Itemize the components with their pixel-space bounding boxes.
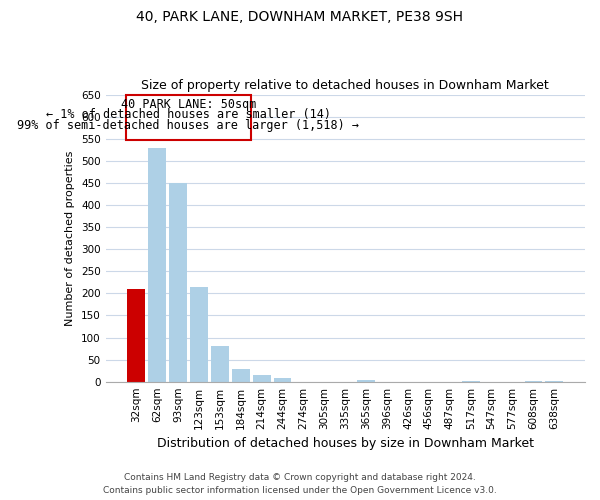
Text: ← 1% of detached houses are smaller (14): ← 1% of detached houses are smaller (14) [46, 108, 331, 122]
Bar [211, 346, 229, 382]
Bar [232, 370, 250, 382]
Y-axis label: Number of detached properties: Number of detached properties [65, 150, 76, 326]
Title: Size of property relative to detached houses in Downham Market: Size of property relative to detached ho… [142, 79, 549, 92]
Text: Contains HM Land Registry data © Crown copyright and database right 2024.
Contai: Contains HM Land Registry data © Crown c… [103, 473, 497, 495]
Text: 40 PARK LANE: 50sqm: 40 PARK LANE: 50sqm [121, 98, 256, 111]
Bar [148, 148, 166, 382]
Bar [253, 375, 271, 382]
Bar [127, 289, 145, 382]
Bar [358, 380, 375, 382]
Text: 99% of semi-detached houses are larger (1,518) →: 99% of semi-detached houses are larger (… [17, 119, 359, 132]
Text: 40, PARK LANE, DOWNHAM MARKET, PE38 9SH: 40, PARK LANE, DOWNHAM MARKET, PE38 9SH [137, 10, 464, 24]
Bar [190, 286, 208, 382]
Bar [126, 96, 251, 140]
Bar [274, 378, 292, 382]
Bar [169, 183, 187, 382]
X-axis label: Distribution of detached houses by size in Downham Market: Distribution of detached houses by size … [157, 437, 534, 450]
